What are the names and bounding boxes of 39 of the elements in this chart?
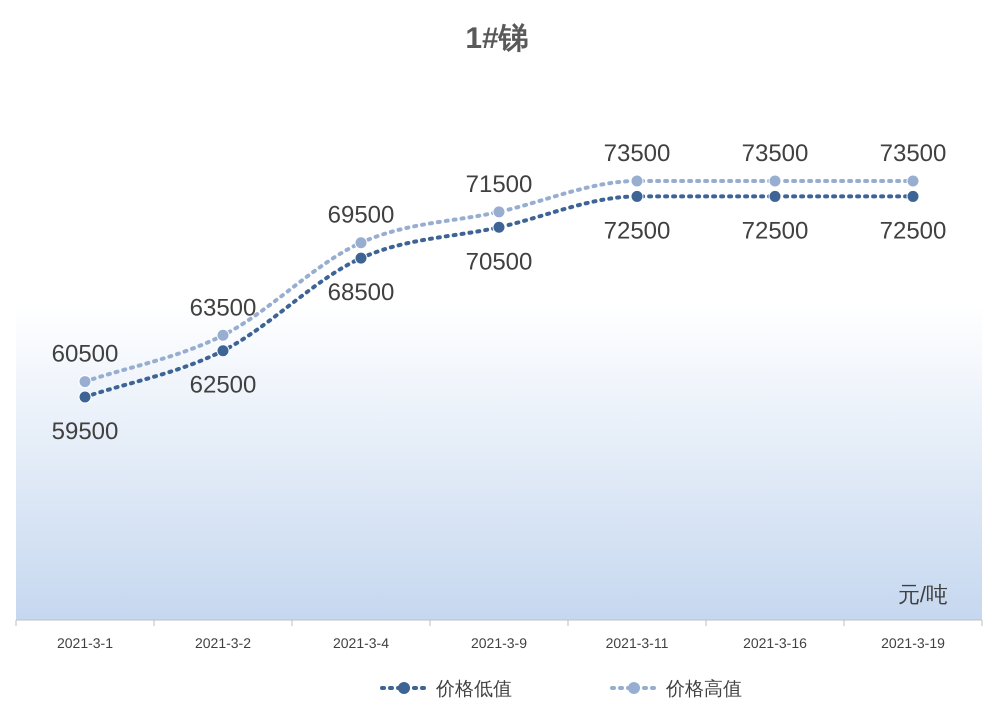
text: 元/吨 [898,582,948,607]
data-label: 63500 [190,294,256,322]
point [630,190,644,203]
x-tick-label: 2021-3-4 [332,635,390,651]
point [216,344,230,358]
point [768,190,782,203]
point [906,190,920,203]
point [354,252,368,265]
data-label: 68500 [328,279,394,306]
chart-title: 1#锑 [465,22,529,55]
data-label: 72500 [742,217,808,244]
data-label: 69500 [328,202,394,229]
x-tick-label: 2021-3-1 [56,635,114,651]
point [78,375,92,388]
point [906,174,920,188]
data-label: 72500 [604,217,670,244]
x-tick-label: 2021-3-11 [606,635,669,651]
data-label: 72500 [880,217,946,244]
point [216,328,230,342]
data-label: 71500 [466,170,532,198]
point [354,236,368,250]
data-label: 60500 [52,340,118,368]
point [492,220,506,234]
x-tick-label: 2021-3-16 [743,635,808,651]
point [492,205,506,218]
data-label: 73500 [604,140,670,167]
x-tick-label: 2021-3-9 [470,635,528,651]
point [630,174,644,188]
point [78,390,92,404]
data-label: 62500 [190,372,256,399]
legend-label: 价格高值 [665,678,742,700]
data-label: 70500 [466,248,532,276]
data-label: 59500 [52,418,118,445]
point [768,174,782,188]
data-label: 73500 [880,140,946,167]
legend-label: 价格低值 [435,679,512,700]
x-tick-label: 2021-3-19 [881,635,946,651]
data-label: 73500 [742,140,808,167]
x-tick-label: 2021-3-2 [194,635,252,651]
